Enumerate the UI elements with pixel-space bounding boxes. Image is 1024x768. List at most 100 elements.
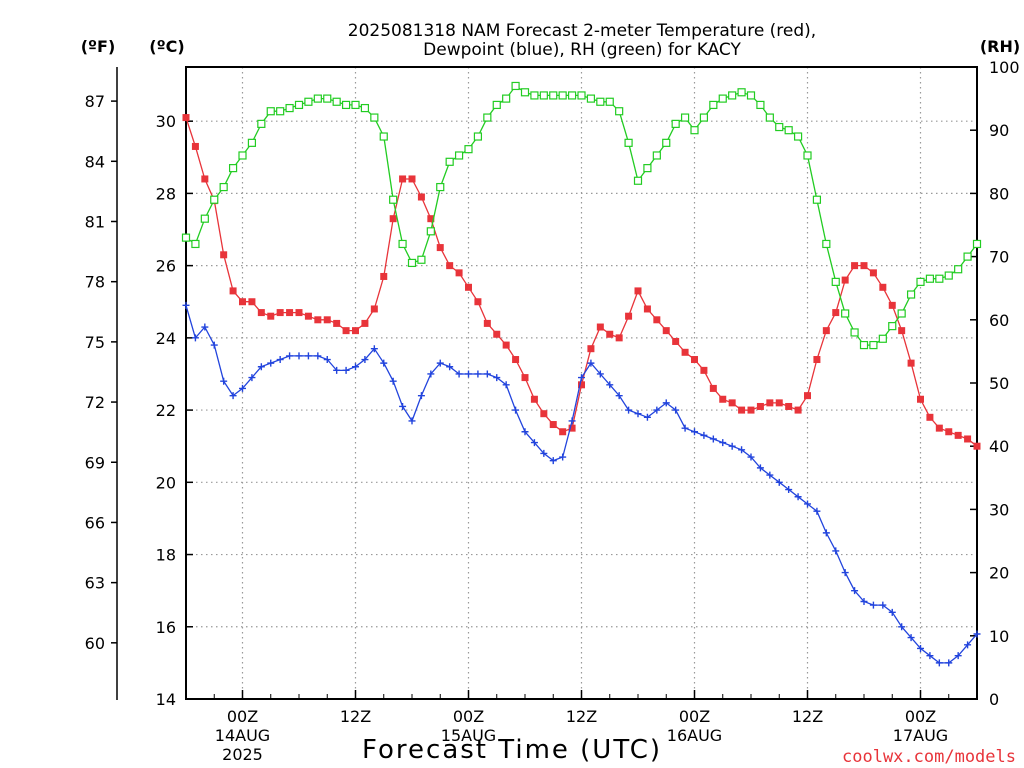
dewpoint-point	[596, 370, 604, 378]
dewpoint-point	[888, 608, 896, 616]
temperature-point	[549, 421, 557, 429]
dewpoint-point	[804, 500, 811, 508]
x-tick-label: 12Z	[340, 707, 371, 726]
series-group	[181, 81, 982, 667]
rh-point	[859, 340, 869, 350]
temperature-point	[248, 298, 256, 306]
dewpoint-point	[926, 652, 934, 660]
rh-point	[699, 113, 709, 122]
rh-point	[878, 334, 887, 343]
temperature-point	[832, 309, 840, 317]
dewpoint-point	[841, 569, 849, 577]
rh-point	[228, 164, 238, 173]
rh-point	[294, 100, 304, 110]
dewpoint-point	[954, 652, 962, 660]
temperature-point	[935, 424, 943, 432]
dewpoint-point	[606, 381, 614, 389]
temperature-point	[738, 406, 746, 414]
temperature-point	[540, 410, 548, 418]
temperature-point	[747, 406, 755, 414]
rh-point	[332, 97, 341, 106]
temperature-point	[257, 309, 265, 317]
fahrenheit-tick-label: 72	[85, 393, 105, 412]
dewpoint-point	[935, 659, 943, 667]
rh-point	[276, 107, 285, 116]
dewpoint-point	[747, 453, 755, 461]
rh-tick-label: 40	[989, 437, 1009, 456]
dewpoint-point	[182, 301, 190, 309]
rh-point	[520, 88, 530, 97]
dewpoint-point	[643, 413, 651, 421]
dewpoint-point	[530, 439, 538, 447]
dewpoint-point	[549, 457, 557, 465]
temperature-point	[813, 356, 821, 364]
rh-line	[185, 85, 978, 346]
dewpoint-point	[295, 352, 303, 360]
temperature-point	[465, 283, 472, 291]
rh-series	[181, 81, 982, 350]
x-tick-date: 15AUG	[441, 726, 496, 745]
rh-point	[323, 94, 332, 103]
temperature-point	[643, 305, 651, 313]
dewpoint-point	[446, 363, 454, 371]
fahrenheit-tick-label: 75	[85, 333, 105, 352]
x-tick-date: 14AUG	[215, 726, 270, 745]
rh-point	[784, 126, 793, 135]
temperature-point	[502, 341, 510, 349]
temperature-point	[653, 316, 661, 324]
temperature-point	[530, 395, 538, 403]
temperature-point	[728, 399, 736, 407]
rh-point	[888, 322, 897, 331]
rh-tick-label: 70	[989, 248, 1009, 267]
rh-point	[257, 119, 266, 128]
dewpoint-point	[389, 377, 397, 385]
temperature-point	[869, 269, 877, 277]
dewpoint-point	[945, 659, 953, 667]
dewpoint-point	[286, 352, 294, 360]
temperature-point	[276, 309, 284, 317]
dewpoint-point	[851, 587, 859, 595]
dewpoint-point	[370, 345, 378, 353]
temperature-point	[926, 413, 934, 421]
rh-point	[728, 91, 737, 100]
temperature-point	[756, 402, 764, 410]
x-tick-label: 00Z	[905, 707, 936, 726]
temperature-point	[879, 283, 887, 291]
temperature-line	[185, 117, 978, 447]
rh-point	[492, 100, 501, 110]
temperature-point	[766, 399, 774, 407]
dewpoint-point	[352, 363, 359, 371]
rh-point	[247, 138, 257, 147]
dewpoint-line	[185, 305, 978, 664]
temperature-point	[945, 428, 953, 436]
x-tick-label: 00Z	[227, 707, 258, 726]
dewpoint-point	[436, 359, 444, 367]
dewpoint-point	[719, 439, 727, 447]
dewpoint-point	[964, 641, 972, 649]
dewpoint-point	[427, 370, 435, 378]
celsius-tick-label: 16	[156, 618, 176, 637]
temperature-point	[389, 215, 397, 223]
fahrenheit-tick-label: 60	[85, 634, 105, 653]
temperature-series	[182, 114, 981, 450]
temperature-point	[917, 395, 924, 403]
celsius-tick-label: 20	[156, 473, 176, 492]
x-tick-label: 00Z	[679, 707, 710, 726]
rh-point	[567, 91, 577, 100]
temperature-point	[794, 406, 802, 414]
temperature-point	[578, 381, 585, 389]
temperature-point	[625, 312, 633, 320]
rh-point	[445, 157, 454, 166]
dewpoint-point	[399, 402, 407, 410]
dewpoint-point	[615, 392, 623, 400]
temperature-point	[314, 316, 322, 324]
temperature-point	[860, 262, 868, 270]
temperature-point	[521, 374, 529, 382]
dewpoint-point	[483, 370, 491, 378]
rh-point	[586, 94, 596, 103]
fahrenheit-tick-label: 87	[85, 92, 105, 111]
rh-point	[502, 94, 511, 103]
fahrenheit-unit-label: (ºF)	[81, 37, 116, 56]
temperature-point	[709, 384, 717, 392]
